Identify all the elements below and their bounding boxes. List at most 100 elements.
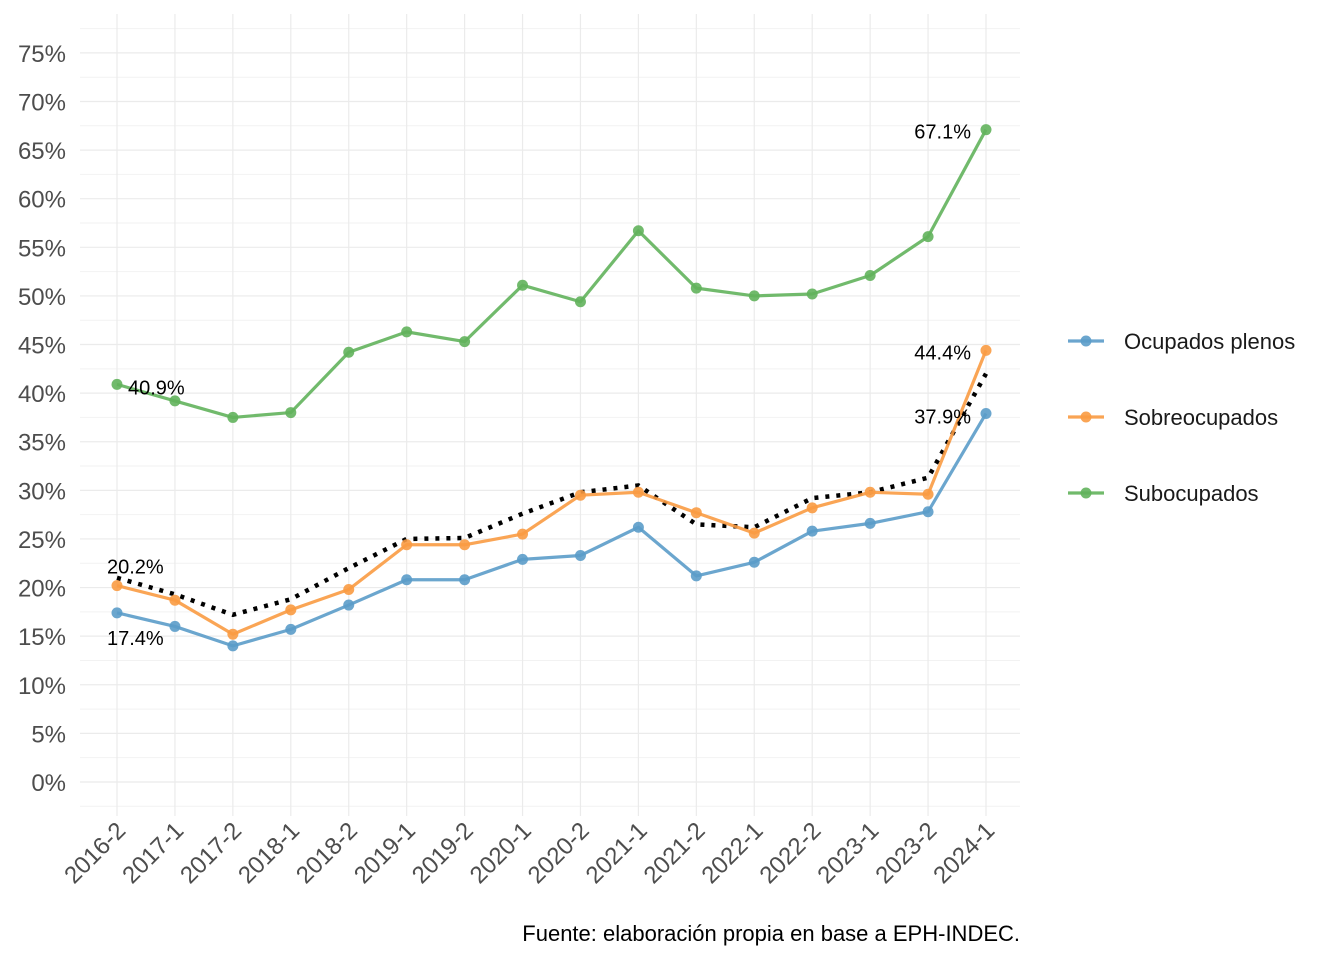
y-tick-label: 55% bbox=[18, 235, 66, 262]
x-tick-label: 2021-2 bbox=[639, 817, 711, 889]
data-point bbox=[517, 553, 529, 565]
x-tick-label: 2023-1 bbox=[812, 817, 884, 889]
data-label: 17.4% bbox=[107, 628, 164, 650]
data-point bbox=[864, 517, 876, 529]
x-tick-label: 2022-1 bbox=[697, 817, 769, 889]
data-point bbox=[459, 539, 471, 551]
data-point bbox=[111, 378, 123, 390]
x-tick-label: 2024-1 bbox=[928, 817, 1000, 889]
y-tick-label: 75% bbox=[18, 41, 66, 68]
x-tick-label: 2023-2 bbox=[870, 817, 942, 889]
legend-label: Sobreocupados bbox=[1124, 405, 1278, 430]
data-point bbox=[632, 225, 644, 237]
y-tick-label: 45% bbox=[18, 333, 66, 360]
data-point bbox=[922, 231, 934, 243]
data-point bbox=[806, 502, 818, 514]
data-point bbox=[111, 580, 123, 592]
data-labels: 40.9% 20.2% 17.4% 67.1% 44.4% 37.9% bbox=[107, 122, 971, 650]
x-tick-label: 2020-1 bbox=[465, 817, 537, 889]
data-point bbox=[401, 326, 413, 338]
x-tick-label: 2022-2 bbox=[755, 817, 827, 889]
data-point bbox=[632, 521, 644, 533]
data-point bbox=[343, 346, 355, 358]
series-points bbox=[111, 124, 992, 652]
data-point bbox=[285, 604, 297, 616]
y-tick-label: 10% bbox=[18, 673, 66, 700]
data-point bbox=[690, 570, 702, 582]
data-point bbox=[574, 489, 586, 501]
data-point bbox=[227, 628, 239, 640]
y-tick-label: 15% bbox=[18, 624, 66, 651]
y-tick-label: 65% bbox=[18, 138, 66, 165]
data-point bbox=[980, 124, 992, 136]
trend-polyline bbox=[116, 372, 988, 618]
y-tick-label: 5% bbox=[31, 721, 66, 748]
x-tick-label: 2018-2 bbox=[291, 817, 363, 889]
data-point bbox=[748, 556, 760, 568]
data-point bbox=[574, 296, 586, 308]
x-tick-label: 2017-2 bbox=[175, 817, 247, 889]
legend-key-point bbox=[1080, 411, 1092, 423]
data-point bbox=[690, 507, 702, 519]
x-axis-ticks: 2016-22017-12017-22018-12018-22019-12019… bbox=[59, 817, 1000, 889]
data-point bbox=[864, 486, 876, 498]
data-point bbox=[343, 599, 355, 611]
x-tick-label: 2020-2 bbox=[523, 817, 595, 889]
data-point bbox=[980, 344, 992, 356]
data-point bbox=[806, 288, 818, 300]
data-point bbox=[227, 411, 239, 423]
y-tick-label: 35% bbox=[18, 430, 66, 457]
legend-key-point bbox=[1080, 335, 1092, 347]
y-axis-ticks: 0% 5% 10% 15% 20% 25% 30% 35% 40% 45% 50% 55% 60% 65%… bbox=[18, 41, 66, 797]
grid-major bbox=[80, 14, 1020, 816]
y-tick-label: 20% bbox=[18, 576, 66, 603]
legend-label: Ocupados plenos bbox=[1124, 329, 1295, 354]
series-lines bbox=[116, 128, 988, 648]
data-point bbox=[922, 506, 934, 518]
y-tick-label: 50% bbox=[18, 284, 66, 311]
data-point bbox=[111, 607, 123, 619]
data-label: 20.2% bbox=[107, 557, 164, 579]
data-point bbox=[459, 574, 471, 586]
data-point bbox=[401, 574, 413, 586]
data-point bbox=[343, 583, 355, 595]
legend-key-point bbox=[1080, 487, 1092, 499]
data-point bbox=[690, 282, 702, 294]
x-tick-label: 2018-1 bbox=[233, 817, 305, 889]
x-tick-label: 2019-2 bbox=[407, 817, 479, 889]
y-tick-label: 40% bbox=[18, 381, 66, 408]
data-point bbox=[748, 527, 760, 539]
data-point bbox=[459, 336, 471, 348]
x-tick-label: 2016-2 bbox=[59, 817, 131, 889]
x-tick-label: 2019-1 bbox=[349, 817, 421, 889]
series-line-1 bbox=[116, 349, 988, 636]
data-point bbox=[401, 539, 413, 551]
series-line-2 bbox=[116, 128, 988, 420]
data-point bbox=[517, 528, 529, 540]
legend: Ocupados plenos Sobreocupados Subocupados bbox=[1068, 329, 1295, 506]
data-point bbox=[517, 279, 529, 291]
data-point bbox=[922, 488, 934, 500]
series-line-0 bbox=[116, 412, 988, 648]
y-tick-label: 60% bbox=[18, 187, 66, 214]
data-point bbox=[169, 594, 181, 606]
x-tick-label: 2017-1 bbox=[117, 817, 189, 889]
data-point bbox=[864, 270, 876, 282]
legend-label: Subocupados bbox=[1124, 481, 1259, 506]
data-point bbox=[980, 408, 992, 420]
data-point bbox=[632, 486, 644, 498]
x-tick-label: 2021-1 bbox=[581, 817, 653, 889]
data-point bbox=[169, 395, 181, 407]
data-point bbox=[806, 525, 818, 537]
data-point bbox=[227, 640, 239, 652]
data-point bbox=[285, 623, 297, 635]
data-point bbox=[285, 407, 297, 419]
y-tick-label: 25% bbox=[18, 527, 66, 554]
y-tick-label: 30% bbox=[18, 478, 66, 505]
data-label: 40.9% bbox=[128, 377, 185, 399]
grid-minor bbox=[80, 28, 1020, 807]
data-point bbox=[169, 620, 181, 632]
y-tick-label: 70% bbox=[18, 89, 66, 116]
data-point bbox=[574, 549, 586, 561]
